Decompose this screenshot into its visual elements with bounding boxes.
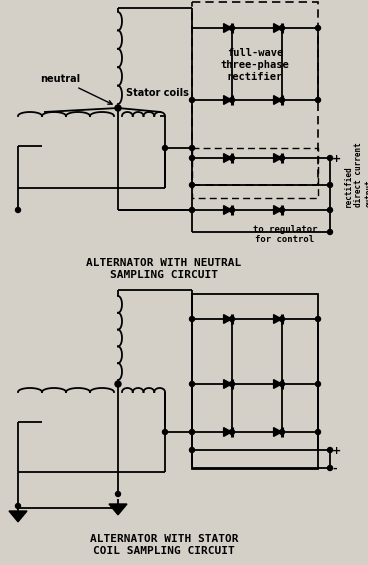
Circle shape: [190, 146, 195, 150]
Circle shape: [280, 155, 284, 160]
Circle shape: [230, 429, 234, 434]
Polygon shape: [224, 206, 231, 214]
Polygon shape: [273, 206, 282, 214]
Polygon shape: [224, 24, 231, 32]
Polygon shape: [273, 154, 282, 162]
Circle shape: [190, 381, 195, 386]
Text: ALTERNATOR WITH NEUTRAL
SAMPLING CIRCUIT: ALTERNATOR WITH NEUTRAL SAMPLING CIRCUIT: [86, 258, 242, 280]
Circle shape: [190, 207, 195, 212]
Circle shape: [230, 98, 234, 102]
Circle shape: [230, 25, 234, 31]
Text: Stator coils: Stator coils: [126, 88, 189, 98]
Polygon shape: [224, 154, 231, 162]
Circle shape: [328, 207, 333, 212]
Polygon shape: [224, 428, 231, 436]
Circle shape: [280, 25, 284, 31]
Polygon shape: [224, 380, 231, 388]
Bar: [192, 294, 318, 469]
Circle shape: [280, 429, 284, 434]
Polygon shape: [273, 315, 282, 323]
Polygon shape: [273, 24, 282, 32]
Text: full-wave
three-phase
rectifier: full-wave three-phase rectifier: [221, 49, 289, 81]
Circle shape: [230, 155, 234, 160]
Circle shape: [115, 105, 121, 111]
Circle shape: [315, 316, 321, 321]
Circle shape: [190, 429, 195, 434]
Text: neutral: neutral: [40, 74, 112, 104]
Text: ALTERNATOR WITH STATOR
COIL SAMPLING CIRCUIT: ALTERNATOR WITH STATOR COIL SAMPLING CIR…: [90, 534, 238, 555]
Circle shape: [230, 316, 234, 321]
Circle shape: [190, 447, 195, 453]
Circle shape: [163, 429, 167, 434]
Polygon shape: [9, 511, 27, 522]
Text: rectified
direct current
output: rectified direct current output: [344, 142, 368, 207]
Polygon shape: [224, 315, 231, 323]
Circle shape: [230, 381, 234, 386]
Polygon shape: [109, 504, 127, 515]
Polygon shape: [273, 380, 282, 388]
Circle shape: [328, 447, 333, 453]
Bar: [192, 2, 318, 185]
Circle shape: [315, 429, 321, 434]
Circle shape: [315, 25, 321, 31]
Polygon shape: [224, 95, 231, 105]
Text: +: +: [332, 154, 341, 164]
Bar: [192, 148, 318, 198]
Polygon shape: [273, 428, 282, 436]
Circle shape: [280, 381, 284, 386]
Circle shape: [280, 98, 284, 102]
Circle shape: [315, 381, 321, 386]
Circle shape: [116, 506, 120, 511]
Text: +: +: [332, 446, 341, 456]
Text: -: -: [332, 464, 337, 474]
Circle shape: [190, 316, 195, 321]
Circle shape: [328, 466, 333, 471]
Circle shape: [230, 207, 234, 212]
Circle shape: [280, 316, 284, 321]
Circle shape: [190, 98, 195, 102]
Circle shape: [190, 155, 195, 160]
Circle shape: [328, 182, 333, 188]
Circle shape: [328, 155, 333, 160]
Circle shape: [315, 98, 321, 102]
Circle shape: [116, 492, 120, 497]
Circle shape: [328, 229, 333, 234]
Circle shape: [115, 381, 121, 387]
Circle shape: [163, 146, 167, 150]
Polygon shape: [273, 95, 282, 105]
Circle shape: [190, 182, 195, 188]
Circle shape: [280, 207, 284, 212]
Circle shape: [15, 207, 21, 212]
Circle shape: [15, 503, 21, 508]
Text: to regulator
for control: to regulator for control: [253, 225, 317, 244]
